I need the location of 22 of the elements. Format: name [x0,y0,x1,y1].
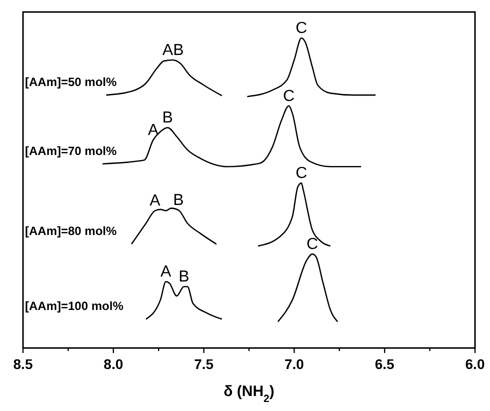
text: 6.0 [465,356,485,372]
x-tick-label: 7.5 [194,356,214,372]
annotation: C [306,236,318,254]
annotation: C [296,165,308,182]
annotation: C [282,88,295,105]
annotation: B [173,192,184,210]
annotation: B [178,268,190,286]
series-label: [AAm]=100 mol% [25,299,124,314]
annotation: A [148,122,159,139]
x-axis-title: δ (NH$_{2}$) [224,383,274,405]
annotation: A [160,264,172,281]
series-label: [AAm]=50 mol% [25,75,118,90]
x-tick-label: 6.5 [374,356,395,372]
annotation: C [296,20,308,37]
x-tick-label: 8.5 [13,356,33,372]
annotation: A [150,192,161,210]
text: 8.0 [104,356,124,372]
series-label: [AAm]=70 mol% [25,144,118,158]
annotation: B [162,110,173,127]
text: 7.0 [284,356,304,372]
series-label: [AAm]=80 mol% [25,224,118,238]
annotation: AB [162,42,184,60]
